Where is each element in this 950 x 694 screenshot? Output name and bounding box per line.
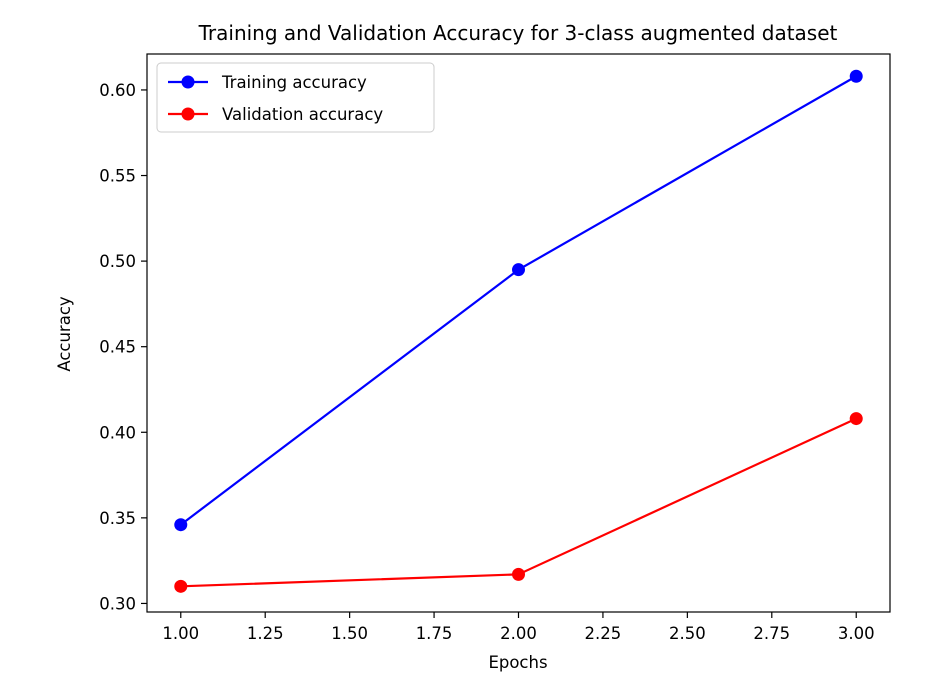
y-tick-label: 0.55 xyxy=(99,167,136,186)
series-line-2 xyxy=(180,417,857,588)
y-tick-label: 0.30 xyxy=(99,594,136,613)
x-tick-label: 2.25 xyxy=(585,624,622,643)
legend-marker-1 xyxy=(181,75,195,89)
legend-marker-2 xyxy=(181,107,195,121)
y-tick-label: 0.40 xyxy=(99,423,136,442)
y-tick-label: 0.60 xyxy=(99,81,136,100)
series-2-point xyxy=(174,579,188,593)
x-tick-label: 1.75 xyxy=(416,624,453,643)
x-tick-label: 1.00 xyxy=(162,624,199,643)
y-tick-label: 0.35 xyxy=(99,509,136,528)
y-tick-label: 0.45 xyxy=(99,338,136,357)
legend-label-2: Validation accuracy xyxy=(222,105,383,124)
x-tick-label: 2.50 xyxy=(669,624,706,643)
series-line-1 xyxy=(180,75,857,526)
x-axis-label: Epochs xyxy=(488,653,547,672)
x-tick-label: 3.00 xyxy=(838,624,875,643)
x-tick-label: 2.75 xyxy=(753,624,790,643)
legend-box xyxy=(156,62,435,133)
x-tick-label: 1.50 xyxy=(331,624,368,643)
chart-title: Training and Validation Accuracy for 3-c… xyxy=(198,21,838,45)
axes-frame xyxy=(146,53,891,613)
plot-area: 1.00 1.25 1.50 1.75 2.00 2.25 2.50 2.75 3.00 0.30… xyxy=(99,53,891,643)
series-1-point xyxy=(849,69,863,83)
series-1-point xyxy=(174,518,188,532)
series-2-point xyxy=(849,412,863,426)
y-axis-label: Accuracy xyxy=(55,296,74,372)
legend: Training accuracy Validation accuracy xyxy=(156,62,435,133)
legend-label-1: Training accuracy xyxy=(221,73,367,92)
series-2-point xyxy=(512,567,525,581)
x-tick-label: 1.25 xyxy=(247,624,284,643)
x-tick-label: 2.00 xyxy=(500,624,537,643)
y-tick-label: 0.50 xyxy=(99,252,136,271)
series-1-point xyxy=(512,263,525,277)
